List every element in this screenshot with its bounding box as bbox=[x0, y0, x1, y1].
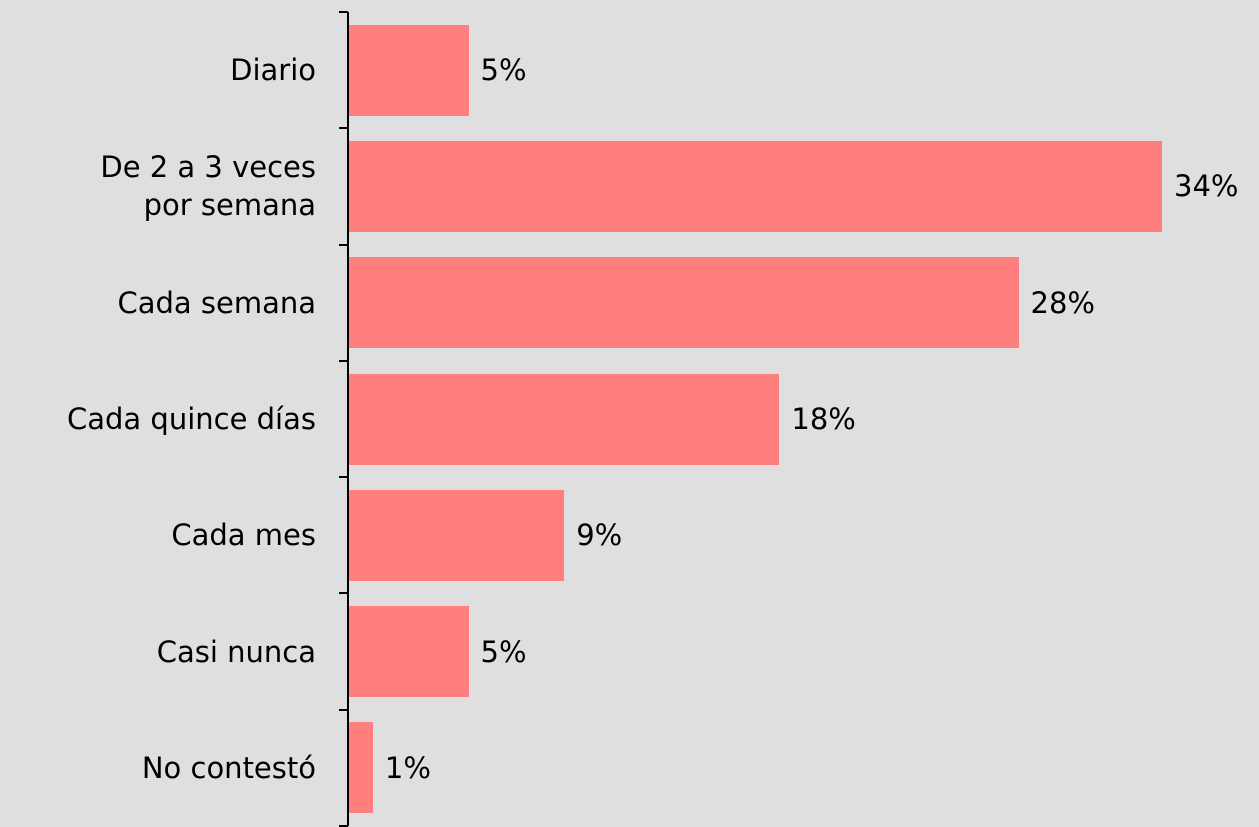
bar bbox=[349, 140, 1162, 232]
axis-line bbox=[347, 12, 349, 826]
bar bbox=[349, 24, 469, 116]
axis-tick bbox=[339, 127, 348, 130]
axis-tick bbox=[339, 359, 348, 362]
value-label: 18% bbox=[791, 402, 856, 436]
bar bbox=[349, 606, 469, 698]
value-label: 1% bbox=[384, 750, 431, 785]
bar bbox=[349, 489, 565, 581]
axis-tick bbox=[339, 708, 348, 711]
bar bbox=[349, 257, 1019, 349]
value-label: 28% bbox=[1030, 285, 1095, 320]
axis-tick bbox=[339, 592, 348, 595]
category-label: Cada semana bbox=[117, 285, 316, 320]
axis-tick bbox=[339, 243, 348, 246]
category-label: Casi nunca bbox=[156, 634, 316, 669]
category-label: Cada quince días bbox=[67, 402, 316, 436]
category-label: No contestó bbox=[141, 750, 316, 785]
value-label: 9% bbox=[576, 518, 623, 553]
category-label: Diario bbox=[230, 53, 316, 88]
category-label: Cada mes bbox=[171, 518, 316, 553]
axis-tick bbox=[339, 476, 348, 479]
axis-tick bbox=[339, 11, 348, 13]
bar bbox=[349, 722, 373, 814]
value-label: 34% bbox=[1174, 169, 1239, 204]
bar bbox=[349, 373, 780, 465]
value-label: 5% bbox=[480, 53, 527, 88]
category-label: De 2 a 3 veces por semana bbox=[100, 150, 316, 223]
value-label: 5% bbox=[480, 634, 527, 669]
